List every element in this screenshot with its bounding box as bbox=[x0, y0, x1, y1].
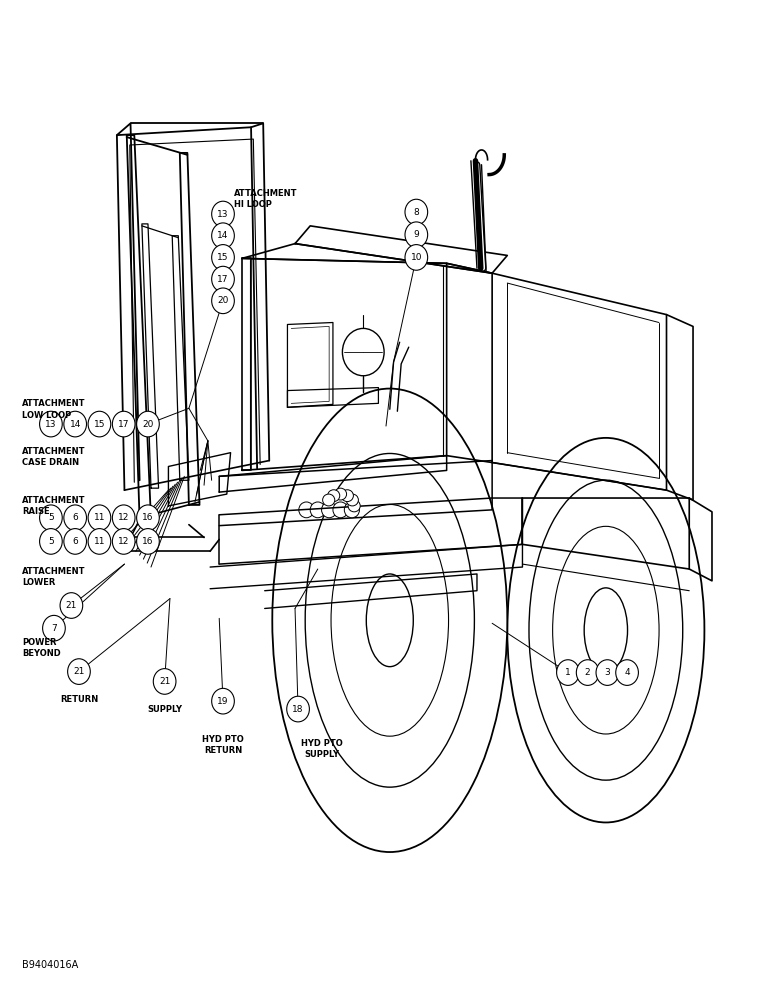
Ellipse shape bbox=[39, 529, 63, 554]
Text: 7: 7 bbox=[51, 624, 57, 633]
Text: 3: 3 bbox=[604, 668, 610, 677]
Ellipse shape bbox=[323, 494, 335, 506]
Text: 1: 1 bbox=[565, 668, 571, 677]
Text: ATTACHMENT
HI LOOP: ATTACHMENT HI LOOP bbox=[235, 189, 298, 209]
Ellipse shape bbox=[596, 660, 618, 685]
Text: 13: 13 bbox=[46, 420, 56, 429]
Ellipse shape bbox=[64, 529, 86, 554]
Ellipse shape bbox=[299, 502, 314, 518]
Text: 10: 10 bbox=[411, 253, 422, 262]
Text: ATTACHMENT
LOWER: ATTACHMENT LOWER bbox=[22, 567, 86, 587]
Text: 6: 6 bbox=[73, 537, 78, 546]
Ellipse shape bbox=[212, 245, 235, 270]
Text: ATTACHMENT
LOW LOOP: ATTACHMENT LOW LOOP bbox=[22, 399, 86, 420]
Ellipse shape bbox=[113, 411, 135, 437]
Text: 2: 2 bbox=[585, 668, 591, 677]
Ellipse shape bbox=[88, 529, 110, 554]
Text: 9: 9 bbox=[414, 230, 419, 239]
Ellipse shape bbox=[366, 574, 413, 667]
Text: 16: 16 bbox=[142, 513, 154, 522]
Text: SUPPLY: SUPPLY bbox=[147, 705, 182, 714]
Ellipse shape bbox=[343, 328, 384, 376]
Text: 21: 21 bbox=[66, 601, 77, 610]
Ellipse shape bbox=[584, 588, 628, 672]
Ellipse shape bbox=[212, 688, 235, 714]
Ellipse shape bbox=[348, 500, 361, 512]
Ellipse shape bbox=[212, 201, 235, 227]
Ellipse shape bbox=[212, 266, 235, 292]
Ellipse shape bbox=[344, 502, 360, 518]
Ellipse shape bbox=[60, 593, 83, 618]
Text: 18: 18 bbox=[293, 705, 304, 714]
Text: 16: 16 bbox=[142, 537, 154, 546]
Text: 6: 6 bbox=[73, 513, 78, 522]
Text: 19: 19 bbox=[217, 697, 229, 706]
Text: 21: 21 bbox=[73, 667, 85, 676]
Text: 5: 5 bbox=[48, 513, 54, 522]
Ellipse shape bbox=[212, 288, 235, 314]
Text: 20: 20 bbox=[218, 296, 229, 305]
Text: 4: 4 bbox=[625, 668, 630, 677]
Ellipse shape bbox=[322, 502, 337, 518]
Ellipse shape bbox=[529, 480, 682, 780]
Ellipse shape bbox=[137, 529, 159, 554]
Ellipse shape bbox=[334, 488, 347, 500]
Ellipse shape bbox=[137, 411, 159, 437]
Ellipse shape bbox=[507, 438, 704, 822]
Ellipse shape bbox=[42, 615, 66, 641]
Ellipse shape bbox=[154, 669, 176, 694]
Ellipse shape bbox=[331, 504, 449, 736]
Ellipse shape bbox=[405, 245, 428, 270]
Ellipse shape bbox=[273, 389, 507, 852]
Text: ATTACHMENT
CASE DRAIN: ATTACHMENT CASE DRAIN bbox=[22, 447, 86, 467]
Text: RETURN: RETURN bbox=[60, 695, 98, 704]
Text: 13: 13 bbox=[217, 210, 229, 219]
Text: 11: 11 bbox=[93, 513, 105, 522]
Text: 20: 20 bbox=[142, 420, 154, 429]
Text: 14: 14 bbox=[218, 231, 229, 240]
Text: 15: 15 bbox=[93, 420, 105, 429]
Ellipse shape bbox=[39, 505, 63, 531]
Ellipse shape bbox=[88, 411, 110, 437]
Ellipse shape bbox=[137, 505, 159, 531]
Ellipse shape bbox=[286, 696, 310, 722]
Ellipse shape bbox=[113, 505, 135, 531]
Ellipse shape bbox=[113, 529, 135, 554]
Text: POWER
BEYOND: POWER BEYOND bbox=[22, 638, 61, 658]
Text: 21: 21 bbox=[159, 677, 171, 686]
Text: ATTACHMENT
RAISE: ATTACHMENT RAISE bbox=[22, 496, 86, 516]
Text: 12: 12 bbox=[118, 513, 130, 522]
Ellipse shape bbox=[333, 502, 348, 518]
Ellipse shape bbox=[405, 199, 428, 225]
Ellipse shape bbox=[347, 494, 358, 506]
Ellipse shape bbox=[305, 453, 475, 787]
Ellipse shape bbox=[310, 502, 325, 518]
Ellipse shape bbox=[341, 490, 354, 502]
Text: 15: 15 bbox=[217, 253, 229, 262]
Ellipse shape bbox=[327, 490, 340, 502]
Ellipse shape bbox=[553, 526, 659, 734]
Text: 12: 12 bbox=[118, 537, 130, 546]
Ellipse shape bbox=[616, 660, 638, 685]
Ellipse shape bbox=[64, 411, 86, 437]
Text: HYD PTO
RETURN: HYD PTO RETURN bbox=[202, 735, 244, 755]
Text: 17: 17 bbox=[217, 275, 229, 284]
Ellipse shape bbox=[577, 660, 599, 685]
Ellipse shape bbox=[405, 222, 428, 248]
Text: 14: 14 bbox=[69, 420, 81, 429]
Ellipse shape bbox=[39, 411, 63, 437]
Ellipse shape bbox=[64, 505, 86, 531]
Ellipse shape bbox=[68, 659, 90, 684]
Text: B9404016A: B9404016A bbox=[22, 960, 78, 970]
Ellipse shape bbox=[212, 223, 235, 249]
Text: 11: 11 bbox=[93, 537, 105, 546]
Text: 5: 5 bbox=[48, 537, 54, 546]
Text: 8: 8 bbox=[414, 208, 419, 217]
Text: 17: 17 bbox=[118, 420, 130, 429]
Text: HYD PTO
SUPPLY: HYD PTO SUPPLY bbox=[301, 739, 344, 759]
Ellipse shape bbox=[557, 660, 579, 685]
Ellipse shape bbox=[88, 505, 110, 531]
